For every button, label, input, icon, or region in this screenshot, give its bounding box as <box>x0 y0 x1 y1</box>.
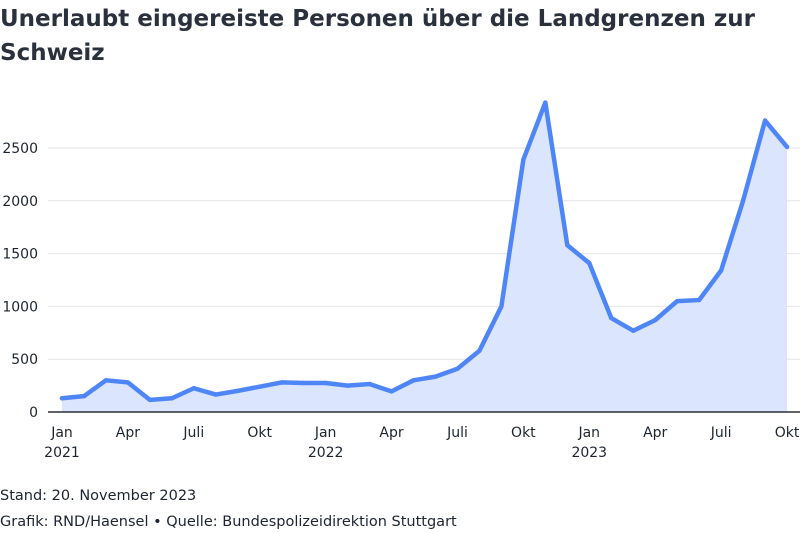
x-tick-label: Apr <box>643 425 667 441</box>
data-point <box>433 374 438 379</box>
x-tick-label: Jan <box>314 425 337 441</box>
data-point <box>191 386 197 391</box>
source-credit: Grafik: RND/Haensel • Quelle: Bundespoli… <box>0 514 457 530</box>
axes: 0 500 1000 1500 2000 2500 Jan 2021 Apr Juli Okt Jan… <box>2 141 800 461</box>
data-point <box>674 298 680 304</box>
x-tick-year-label: 2023 <box>571 445 607 461</box>
x-tick-label: Apr <box>379 425 403 441</box>
x-tick-label: Juli <box>182 425 204 441</box>
x-tick-label: Jan <box>577 425 600 441</box>
y-tick-label: 0 <box>29 405 38 421</box>
series-line <box>59 100 790 403</box>
x-tick-year-label: 2021 <box>44 445 80 461</box>
data-point <box>609 315 614 321</box>
data-point <box>521 157 526 162</box>
data-point <box>213 392 218 397</box>
data-point <box>389 389 394 394</box>
y-tick-label: 2000 <box>2 194 38 210</box>
data-point <box>235 388 240 394</box>
x-tick-year-label: 2022 <box>308 445 344 461</box>
data-point <box>499 304 504 309</box>
x-tick-label: Okt <box>775 425 800 441</box>
y-tick-label: 2500 <box>2 141 38 157</box>
y-tick-label: 500 <box>11 352 38 368</box>
data-point <box>345 383 350 388</box>
x-tick-label: Okt <box>247 425 272 441</box>
data-point <box>367 381 372 387</box>
data-point <box>279 380 284 385</box>
data-point <box>631 328 636 333</box>
data-point <box>543 100 548 105</box>
y-tick-label: 1000 <box>2 299 38 315</box>
data-point <box>81 393 87 399</box>
x-tick-label: Apr <box>116 425 140 441</box>
y-tick-label: 1500 <box>2 247 38 263</box>
data-point <box>169 396 175 401</box>
data-point <box>762 118 768 123</box>
chart-title: Unerlaubt eingereiste Personen über die … <box>0 6 755 66</box>
x-tick-label: Juli <box>710 425 732 441</box>
date-note: Stand: 20. November 2023 <box>0 488 197 504</box>
data-point <box>652 317 658 323</box>
x-tick-label: Okt <box>511 425 536 441</box>
data-point <box>565 242 570 248</box>
area-fill <box>62 102 787 412</box>
data-point <box>411 378 416 383</box>
data-point <box>718 268 724 273</box>
data-point <box>257 384 262 389</box>
data-point <box>147 397 153 403</box>
data-point <box>59 396 65 401</box>
data-point <box>103 378 109 383</box>
x-tick-label: Juli <box>446 425 468 441</box>
data-point <box>301 380 306 386</box>
data-point <box>477 348 482 353</box>
data-point <box>740 198 746 203</box>
data-point <box>125 380 131 385</box>
data-point <box>696 297 702 303</box>
data-point <box>455 366 460 371</box>
x-tick-label: Jan <box>50 425 73 441</box>
data-point <box>323 380 328 386</box>
plot-area <box>59 100 790 412</box>
data-point <box>587 260 592 266</box>
data-point <box>784 144 790 150</box>
